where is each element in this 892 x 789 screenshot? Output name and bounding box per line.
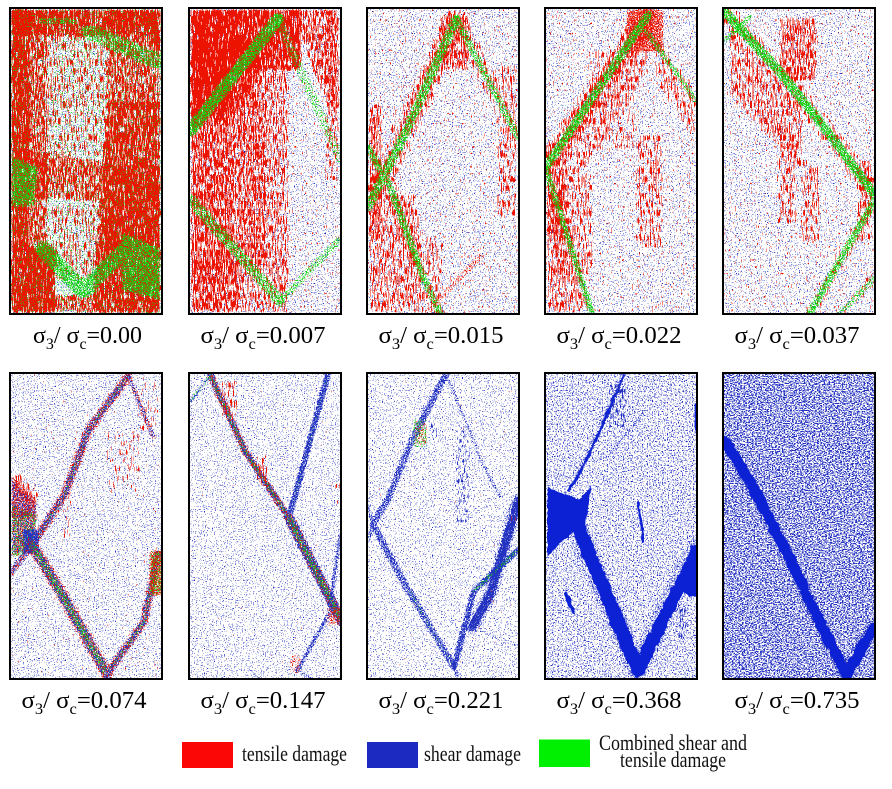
svg-text:σ3/ σc=0.735: σ3/ σc=0.735 <box>735 688 860 718</box>
svg-text:Combined shear and: Combined shear and <box>599 730 747 755</box>
svg-text:σ3/ σc=0.037: σ3/ σc=0.037 <box>735 323 860 353</box>
svg-text:σ3/ σc=0.074: σ3/ σc=0.074 <box>22 688 147 718</box>
svg-text:σ3/ σc=0.00: σ3/ σc=0.00 <box>33 323 142 353</box>
svg-text:σ3/ σc=0.147: σ3/ σc=0.147 <box>201 688 326 718</box>
svg-text:σ3/ σc=0.015: σ3/ σc=0.015 <box>379 323 504 353</box>
svg-text:σ3/ σc=0.007: σ3/ σc=0.007 <box>201 323 326 353</box>
svg-text:σ3/ σc=0.368: σ3/ σc=0.368 <box>557 688 682 718</box>
svg-text:tensile damage: tensile damage <box>620 747 726 772</box>
svg-text:σ3/ σc=0.022: σ3/ σc=0.022 <box>557 323 682 353</box>
svg-text:σ3/ σc=0.221: σ3/ σc=0.221 <box>379 688 504 718</box>
svg-text:tensile damage: tensile damage <box>242 741 347 766</box>
svg-text:shear damage: shear damage <box>424 741 521 766</box>
